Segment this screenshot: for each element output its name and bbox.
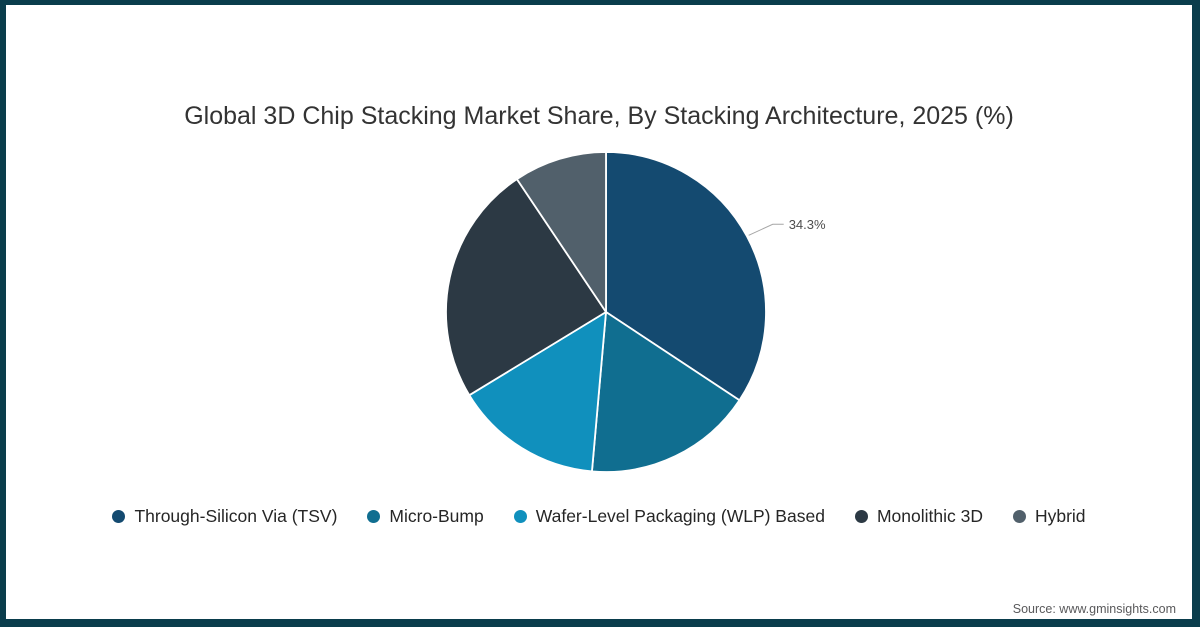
legend-item: Through-Silicon Via (TSV) <box>112 506 337 527</box>
legend-item: Wafer-Level Packaging (WLP) Based <box>513 506 825 527</box>
legend-marker-icon <box>513 510 527 523</box>
source-text: Source: www.gminsights.com <box>1012 602 1176 616</box>
legend-label: Hybrid <box>1034 506 1086 526</box>
data-label-leader-line <box>748 223 784 236</box>
legend-marker-icon <box>1012 510 1026 523</box>
pie-chart: 34.3% <box>445 151 826 473</box>
pie-slice <box>591 311 741 473</box>
legend-marker-icon <box>854 510 868 523</box>
data-label: 34.3% <box>789 217 826 232</box>
legend-label: Through-Silicon Via (TSV) <box>134 506 338 526</box>
legend-marker-icon <box>367 510 381 523</box>
chart-title: Global 3D Chip Stacking Market Share, By… <box>184 102 1014 130</box>
legend: Through-Silicon Via (TSV) Micro-Bump Wafer… <box>6 506 1192 527</box>
legend-label: Monolithic 3D <box>876 506 983 526</box>
pie-slice <box>468 311 607 473</box>
legend-marker-icon <box>112 510 126 523</box>
pie-slice <box>516 151 607 313</box>
legend-label: Micro-Bump <box>389 506 484 526</box>
legend-item: Micro-Bump <box>367 506 484 527</box>
pie-slice <box>445 178 607 397</box>
legend-label: Wafer-Level Packaging (WLP) Based <box>535 506 825 526</box>
legend-item: Hybrid <box>1012 506 1086 527</box>
legend-item: Monolithic 3D <box>854 506 983 527</box>
